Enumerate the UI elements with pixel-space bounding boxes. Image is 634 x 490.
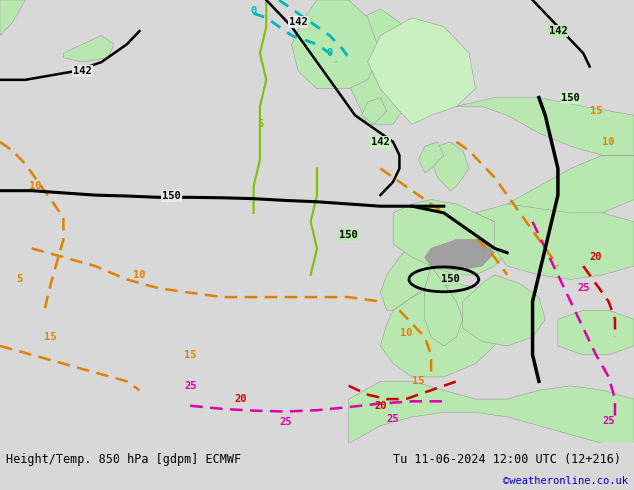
Polygon shape [431,142,469,191]
Text: 15: 15 [590,106,602,116]
Polygon shape [292,0,380,89]
Text: 15: 15 [412,376,425,387]
Text: 25: 25 [184,381,197,391]
Text: 0: 0 [250,6,257,16]
Text: 25: 25 [602,416,615,426]
Polygon shape [63,35,114,62]
Text: 25: 25 [387,414,399,424]
Polygon shape [368,18,476,124]
Polygon shape [0,0,25,35]
Text: 150: 150 [162,192,181,201]
Text: 10: 10 [602,137,615,147]
Text: 20: 20 [374,401,387,411]
Polygon shape [558,311,634,355]
Text: 25: 25 [577,283,590,293]
Polygon shape [342,9,418,124]
Polygon shape [393,199,507,275]
Text: 142: 142 [548,26,567,36]
Text: 142: 142 [288,17,307,27]
Text: ©weatheronline.co.uk: ©weatheronline.co.uk [503,476,628,486]
Text: 5: 5 [16,274,22,284]
Text: 15: 15 [44,332,57,342]
Polygon shape [425,266,463,346]
Polygon shape [425,240,495,270]
Text: 142: 142 [73,66,92,76]
Text: 20: 20 [235,394,247,404]
Polygon shape [380,284,507,377]
Polygon shape [361,98,387,124]
Text: 0: 0 [327,48,333,58]
Text: 10: 10 [133,270,146,280]
Text: 5: 5 [257,119,263,129]
Text: 142: 142 [371,137,390,147]
Text: 10: 10 [29,181,41,191]
Polygon shape [463,275,545,346]
Text: 150: 150 [339,230,358,240]
Polygon shape [456,98,634,155]
Text: Tu 11-06-2024 12:00 UTC (12+216): Tu 11-06-2024 12:00 UTC (12+216) [393,453,621,466]
Polygon shape [380,231,469,311]
Text: 20: 20 [590,252,602,262]
Polygon shape [476,199,634,279]
Polygon shape [418,142,444,173]
Text: 25: 25 [279,417,292,427]
Text: 15: 15 [184,350,197,360]
Text: 150: 150 [561,93,580,102]
Polygon shape [349,381,634,443]
Text: 150: 150 [441,274,460,284]
Polygon shape [507,155,634,213]
Text: 10: 10 [399,328,412,338]
Text: Height/Temp. 850 hPa [gdpm] ECMWF: Height/Temp. 850 hPa [gdpm] ECMWF [6,453,242,466]
